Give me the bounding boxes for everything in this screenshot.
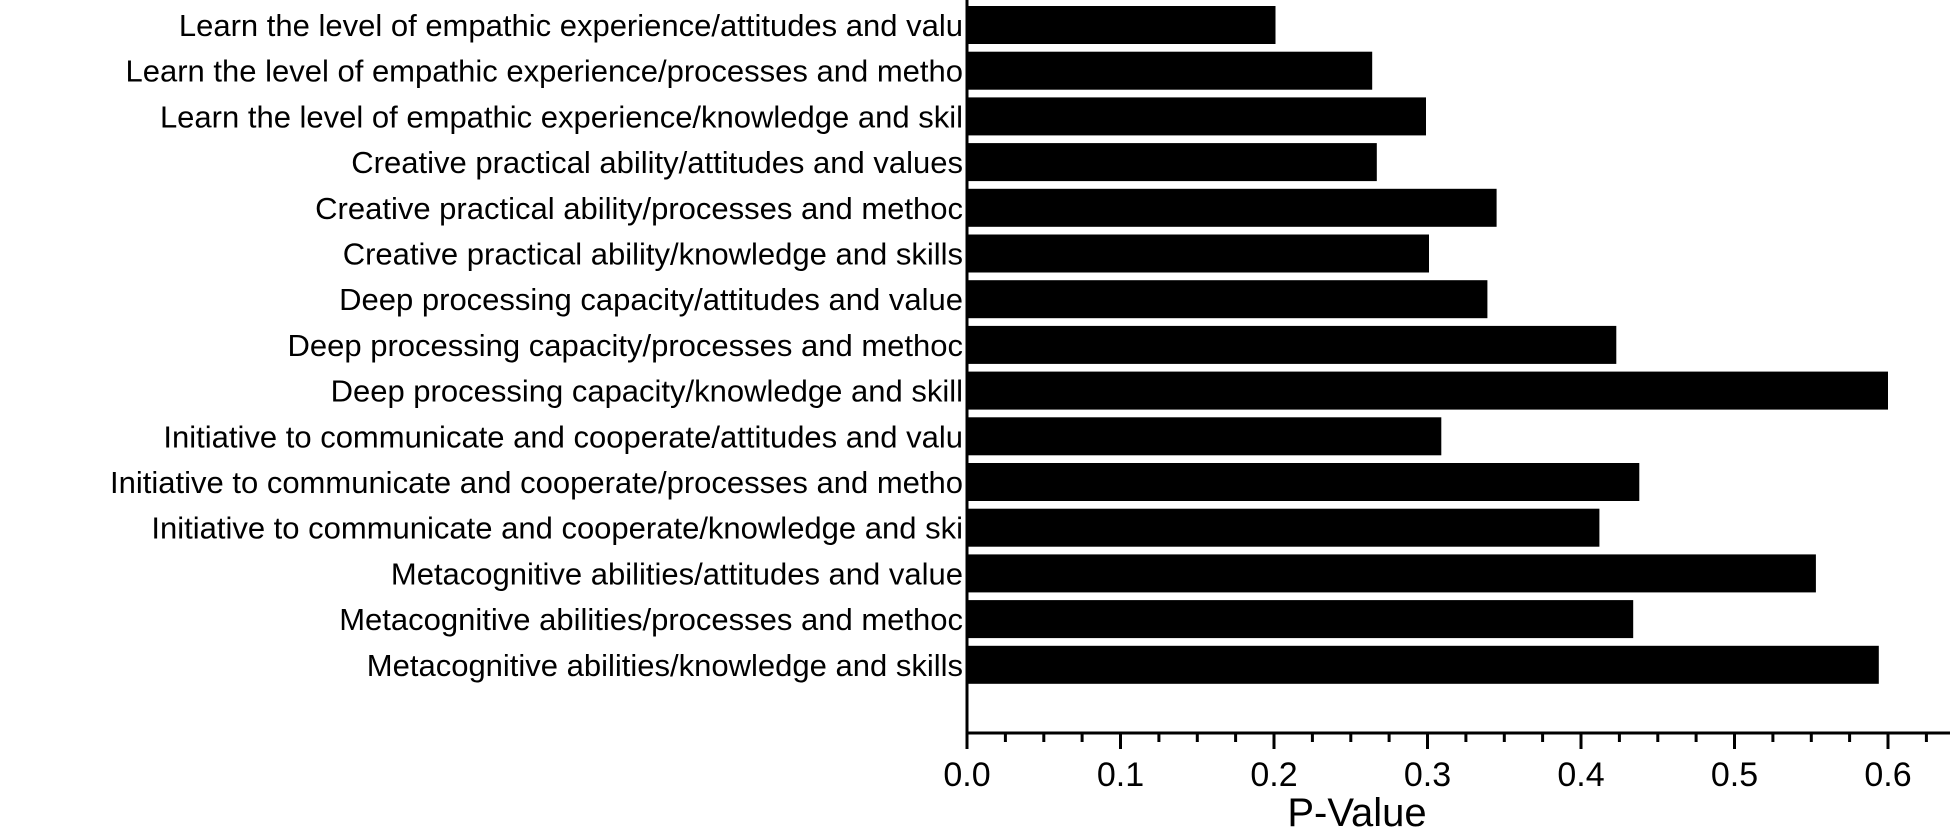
bar <box>967 600 1634 639</box>
x-axis-title: P-Value <box>1287 791 1426 831</box>
bar <box>967 417 1442 456</box>
x-tick-label: 0.4 <box>1557 756 1604 794</box>
category-label: Initiative to communicate and cooperate/… <box>151 511 963 546</box>
category-label: Creative practical ability/processes and… <box>315 191 963 226</box>
x-tick-label: 0.5 <box>1711 756 1758 794</box>
bar <box>967 645 1879 684</box>
bar <box>967 371 1888 410</box>
category-label: Metacognitive abilities/attitudes and va… <box>391 556 963 591</box>
bars-group <box>967 6 1888 684</box>
bar <box>967 6 1276 44</box>
category-label: Creative practical ability/knowledge and… <box>343 237 963 272</box>
category-labels: Learn the level of empathic experience/a… <box>110 8 963 683</box>
bar <box>967 188 1497 227</box>
x-tick-label: 0.0 <box>943 756 990 794</box>
bar <box>967 554 1816 593</box>
category-label: Creative practical ability/attitudes and… <box>351 145 963 180</box>
x-tick-label: 0.3 <box>1404 756 1451 794</box>
category-label: Metacognitive abilities/knowledge and sk… <box>367 648 963 683</box>
bar <box>967 280 1488 319</box>
category-label: Learn the level of empathic experience/k… <box>160 99 963 134</box>
x-tick-label: 0.2 <box>1250 756 1297 794</box>
bar <box>967 97 1426 136</box>
bar <box>967 463 1640 501</box>
x-tick-label: 0.6 <box>1864 756 1911 794</box>
category-label: Initiative to communicate and cooperate/… <box>163 419 963 454</box>
bar <box>967 143 1377 182</box>
category-label: Deep processing capacity/knowledge and s… <box>331 374 963 409</box>
bar <box>967 508 1600 547</box>
category-label: Learn the level of empathic experience/a… <box>179 8 963 43</box>
category-label: Metacognitive abilities/processes and me… <box>339 602 963 637</box>
category-label: Deep processing capacity/attitudes and v… <box>339 282 963 317</box>
category-label: Deep processing capacity/processes and m… <box>288 328 963 363</box>
bar <box>967 51 1373 90</box>
bar <box>967 234 1429 273</box>
x-tick-label: 0.1 <box>1097 756 1144 794</box>
category-label: Initiative to communicate and cooperate/… <box>110 465 963 500</box>
bar <box>967 325 1617 364</box>
category-label: Learn the level of empathic experience/p… <box>126 54 964 89</box>
x-axis: 0.0 0.1 0.2 0.3 0.4 0.5 0.6 <box>943 0 1950 794</box>
